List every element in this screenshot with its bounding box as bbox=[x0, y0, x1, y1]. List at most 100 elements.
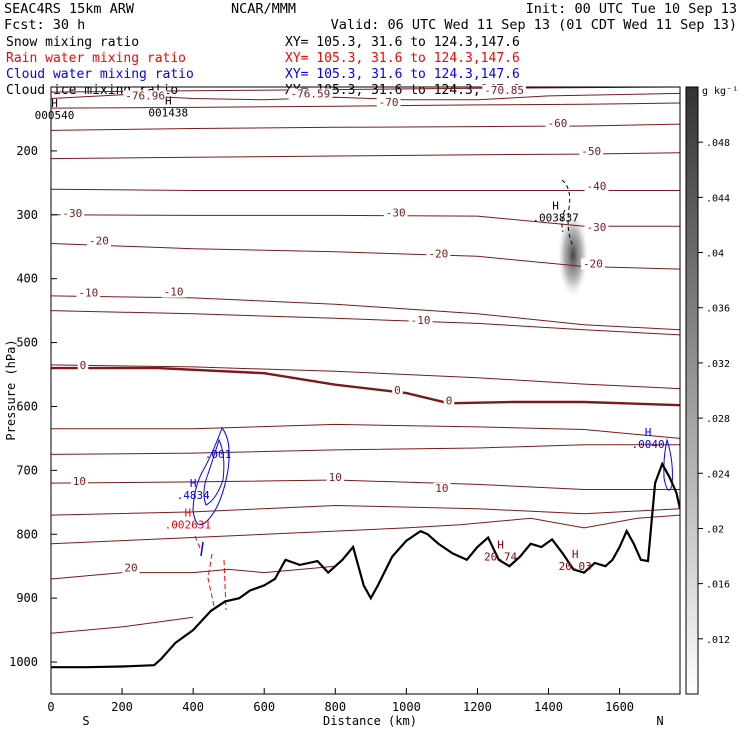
isotherm-label: -20 bbox=[89, 235, 109, 248]
isotherm-label-bg bbox=[70, 475, 89, 487]
rain-water-contour bbox=[194, 535, 227, 611]
extremum-value: 000540 bbox=[35, 109, 75, 122]
x-tick-label: 0 bbox=[47, 700, 54, 714]
extremum-value: 20.03 bbox=[559, 560, 592, 573]
isotherm-label-bg bbox=[122, 562, 140, 574]
freezing-level-isotherm bbox=[51, 366, 680, 407]
extremum-marker: H bbox=[572, 548, 579, 561]
extremum-value: .0040 bbox=[631, 438, 664, 451]
isotherm-label-bg bbox=[392, 385, 403, 397]
colorbar bbox=[685, 86, 699, 695]
isotherm-label-bg bbox=[426, 248, 451, 260]
forecast-hour: Fcst: 30 h bbox=[4, 17, 85, 33]
colorbar-tick-label: .028 bbox=[706, 414, 730, 425]
cloud-water-contour bbox=[200, 541, 204, 557]
extremum-marker: H bbox=[552, 199, 559, 212]
snow-mixing-ratio-shading bbox=[558, 213, 588, 297]
isotherm-line bbox=[51, 514, 680, 545]
isotherm-line bbox=[51, 364, 680, 390]
cloud-water-contour bbox=[192, 427, 230, 526]
isotherm-label: -50 bbox=[581, 145, 601, 158]
isotherm-line bbox=[51, 504, 680, 516]
colorbar-tick-label: .02 bbox=[706, 524, 724, 535]
x-tick-label: 200 bbox=[111, 700, 133, 714]
isotherm-label: -60 bbox=[547, 117, 567, 130]
colorbar-tick-label: .048 bbox=[706, 138, 730, 149]
isotherm-label-bg bbox=[482, 84, 526, 96]
isotherm-label-bg bbox=[433, 482, 451, 494]
colorbar-tick-label: .016 bbox=[706, 580, 730, 591]
extremum-marker: H bbox=[497, 539, 504, 552]
x-tick-label: 1400 bbox=[534, 700, 563, 714]
valid-time: Valid: 06 UTC Wed 11 Sep 13 (01 CDT Wed … bbox=[331, 17, 737, 33]
isotherm-label: -76.96 bbox=[125, 90, 165, 103]
isotherm-label: -70 bbox=[379, 96, 399, 109]
extremum-marker: H bbox=[645, 426, 652, 439]
isotherm-label-bg bbox=[87, 235, 111, 247]
field-label: Rain water mixing ratio bbox=[6, 51, 186, 66]
extremum-value: 001438 bbox=[148, 106, 188, 119]
isotherm-label: -30 bbox=[62, 207, 82, 220]
isotherm-label: -20 bbox=[428, 247, 448, 260]
cloud-ice-contour bbox=[561, 179, 574, 247]
colorbar-tick-label: .044 bbox=[706, 193, 730, 204]
isotherm-line bbox=[51, 123, 680, 131]
cloud-water-contour bbox=[663, 438, 673, 491]
extremum-marker: H bbox=[51, 97, 58, 110]
isotherm-line bbox=[51, 565, 336, 580]
field-xy: XY= 105.3, 31.6 to 124.3,147.6 bbox=[285, 35, 520, 50]
endpoint-right: N bbox=[656, 714, 663, 728]
colorbar-tick-label: .032 bbox=[706, 359, 730, 370]
contour-label: .001 bbox=[205, 448, 232, 461]
extremum-value: .4834 bbox=[177, 489, 210, 502]
y-tick-label: 200 bbox=[16, 144, 38, 158]
isotherm-label-bg bbox=[76, 287, 101, 299]
isotherm-label: 10 bbox=[329, 471, 342, 484]
isotherm-label-bg bbox=[383, 207, 408, 219]
isotherm-label: -30 bbox=[386, 206, 406, 219]
x-tick-label: 1000 bbox=[392, 700, 421, 714]
isotherm-label: -30 bbox=[587, 221, 607, 234]
colorbar-tick-label: .036 bbox=[706, 304, 730, 315]
isotherm-label: 0 bbox=[394, 384, 401, 397]
isotherm-label: -40 bbox=[587, 180, 607, 193]
isotherm-label-bg bbox=[408, 314, 433, 326]
y-tick-label: 900 bbox=[16, 591, 38, 605]
isotherm-line bbox=[51, 310, 680, 336]
isotherm-line bbox=[51, 444, 680, 455]
extremum-value: 20.74 bbox=[484, 551, 517, 564]
y-tick-label: 800 bbox=[16, 527, 38, 541]
isotherm-label-bg bbox=[584, 181, 609, 193]
isotherm-label-bg bbox=[443, 395, 455, 407]
field-xy: XY= 105.3, 31.6 to 124.3,147.6 bbox=[285, 51, 520, 66]
isotherm-label: -10 bbox=[164, 286, 184, 299]
colorbar-tick-label: .012 bbox=[706, 635, 730, 646]
x-axis-label: Distance (km) bbox=[323, 714, 417, 728]
isotherm-label-bg bbox=[584, 222, 609, 234]
cloud-water-contour bbox=[203, 438, 225, 506]
x-tick-label: 1200 bbox=[463, 700, 492, 714]
isotherm-label-bg bbox=[326, 471, 344, 483]
y-tick-label: 300 bbox=[16, 208, 38, 222]
isotherm-label-bg bbox=[376, 96, 401, 108]
isotherm-label-bg bbox=[581, 258, 605, 270]
isotherm-label: 10 bbox=[435, 482, 448, 495]
endpoint-left: S bbox=[82, 714, 89, 728]
isotherm-label: 0 bbox=[80, 359, 87, 372]
isotherm-line bbox=[51, 616, 194, 634]
extremum-marker: H bbox=[185, 507, 192, 520]
isotherm-line bbox=[51, 102, 680, 109]
x-tick-label: 1600 bbox=[605, 700, 634, 714]
plot-area bbox=[51, 87, 680, 669]
y-tick-label: 1000 bbox=[9, 655, 38, 669]
model-title: SEAC4RS 15km ARW bbox=[4, 1, 135, 17]
isotherm-label-bg bbox=[288, 88, 333, 100]
isotherm-label: -20 bbox=[583, 258, 603, 271]
isotherm-label-bg bbox=[161, 286, 186, 298]
init-time: Init: 00 UTC Tue 10 Sep 13 bbox=[526, 1, 737, 17]
extremum-marker: H bbox=[165, 94, 172, 107]
colorbar-ticks: .048 .044 .04 .036 .032 .028 .024 .02 .016 .012 bbox=[698, 138, 730, 646]
isotherm-label-bg bbox=[60, 208, 85, 220]
extremum-marker: H bbox=[190, 477, 197, 490]
isotherm-label-bg bbox=[545, 117, 570, 129]
